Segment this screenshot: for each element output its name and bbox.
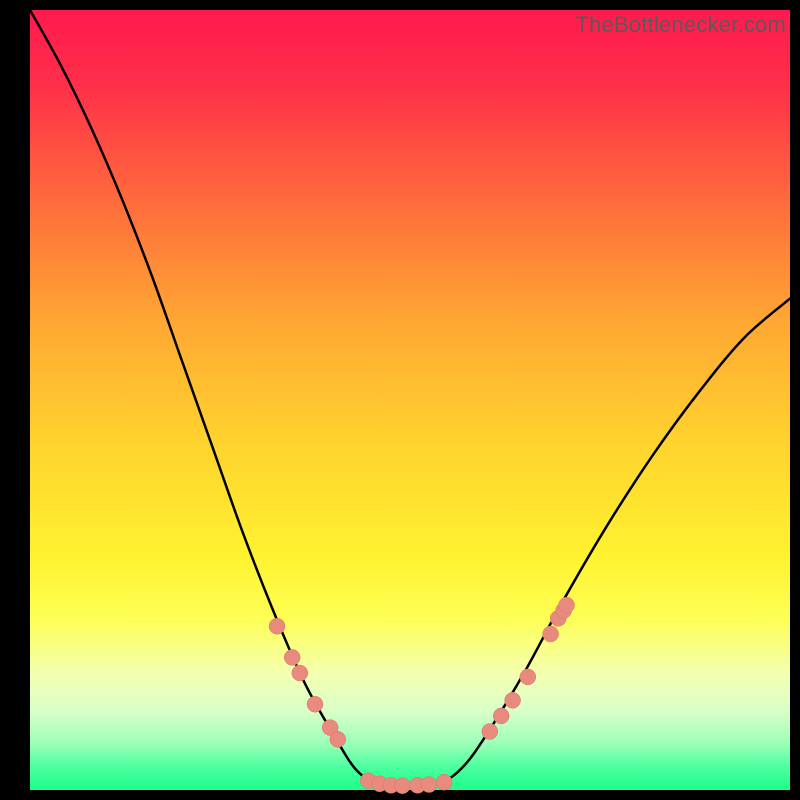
data-marker <box>284 649 300 665</box>
chart-svg <box>0 0 800 800</box>
watermark-text: TheBottlenecker.com <box>576 12 786 38</box>
data-marker <box>543 626 559 642</box>
data-marker <box>421 777 437 793</box>
data-marker <box>307 696 323 712</box>
data-marker <box>505 692 521 708</box>
data-marker <box>493 708 509 724</box>
data-marker <box>269 618 285 634</box>
data-marker <box>520 669 536 685</box>
data-marker <box>482 724 498 740</box>
data-marker <box>292 665 308 681</box>
data-marker <box>330 731 346 747</box>
data-marker <box>394 778 410 794</box>
chart-background <box>30 10 790 790</box>
data-marker <box>559 597 575 613</box>
data-marker <box>436 774 452 790</box>
